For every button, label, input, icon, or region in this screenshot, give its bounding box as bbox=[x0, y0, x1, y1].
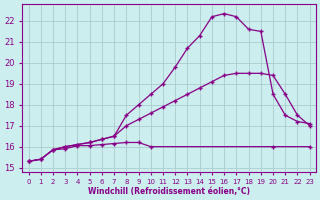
X-axis label: Windchill (Refroidissement éolien,°C): Windchill (Refroidissement éolien,°C) bbox=[88, 187, 250, 196]
